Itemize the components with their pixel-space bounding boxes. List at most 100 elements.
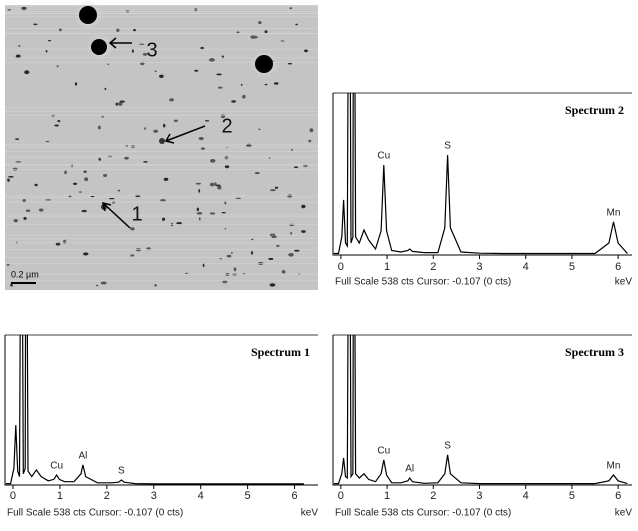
particle — [290, 231, 293, 235]
particle — [130, 254, 135, 257]
particle — [125, 145, 128, 147]
particle — [242, 94, 246, 99]
particle — [154, 70, 157, 72]
particle — [219, 257, 222, 260]
label: 3 — [146, 39, 157, 61]
particle — [111, 201, 116, 204]
x-tick-label: 2 — [104, 490, 110, 502]
x-tick-label: 5 — [569, 490, 575, 502]
particle — [210, 158, 216, 163]
particle — [144, 127, 147, 131]
particle — [196, 207, 199, 212]
peak-label: Al — [78, 451, 87, 462]
particle — [101, 116, 104, 118]
particle — [250, 251, 254, 255]
particle — [209, 212, 216, 215]
particle — [119, 100, 125, 103]
particle — [287, 62, 293, 65]
particle — [15, 54, 21, 58]
particle — [209, 182, 215, 187]
particle — [45, 140, 50, 143]
particle — [21, 6, 27, 11]
particle — [12, 167, 18, 171]
particle — [146, 247, 151, 251]
particle — [224, 227, 227, 230]
particle — [56, 65, 59, 68]
particle — [258, 128, 261, 130]
particle — [97, 125, 101, 130]
particle — [289, 223, 295, 227]
particle — [295, 23, 298, 26]
particle — [293, 166, 299, 169]
particle — [258, 21, 262, 24]
x-tick-label: 1 — [384, 490, 390, 502]
particle — [96, 284, 99, 287]
particle — [293, 249, 300, 252]
particle — [240, 83, 243, 86]
particle — [90, 195, 95, 198]
particle — [269, 189, 276, 192]
particle — [24, 70, 30, 75]
particle — [15, 138, 20, 140]
particle — [268, 257, 274, 261]
particle — [309, 128, 314, 133]
spectrum-line — [5, 335, 304, 485]
particle — [231, 100, 237, 103]
particle — [45, 199, 51, 201]
particle — [202, 263, 205, 268]
particle — [273, 82, 279, 85]
x-unit: keV — [615, 508, 633, 519]
particle — [139, 43, 145, 45]
particle — [159, 74, 164, 78]
particle — [161, 217, 166, 221]
particle — [83, 170, 87, 173]
particle — [115, 102, 118, 106]
particle — [74, 82, 78, 86]
particle — [169, 98, 174, 102]
particle — [33, 23, 38, 26]
sem-background — [5, 5, 318, 290]
particle — [154, 284, 157, 287]
particle — [162, 123, 166, 128]
particle — [103, 173, 108, 177]
x-tick-label: 0 — [338, 261, 344, 273]
particle — [230, 251, 233, 254]
peak-label: Cu — [377, 151, 390, 162]
particle — [194, 7, 198, 12]
particle — [109, 197, 115, 200]
x-tick-label: 4 — [198, 490, 204, 502]
x-tick-label: 2 — [430, 261, 436, 273]
x-tick-label: 4 — [523, 261, 529, 273]
x-tick-label: 5 — [245, 490, 251, 502]
peak-label: S — [118, 466, 125, 477]
peak-label: Cu — [50, 461, 63, 472]
particle — [81, 209, 87, 213]
particle — [269, 283, 276, 287]
particle — [135, 194, 141, 198]
label: 2 — [221, 115, 232, 137]
frame — [4, 335, 318, 486]
particle — [107, 155, 113, 158]
spectrum-panel: 0 1 2 3 4 5 6 Spectrum 1 Full Scale 538 cts Curs… — [4, 334, 319, 519]
x-tick-label: 1 — [384, 261, 390, 273]
particle — [176, 221, 182, 225]
particle — [22, 198, 26, 203]
spectrum-panel: 0 1 2 3 4 5 6 Spectrum 3 Full Scale 538 cts Curs… — [332, 334, 633, 519]
particle — [57, 120, 61, 123]
x-unit: keV — [301, 508, 319, 519]
particle — [214, 182, 217, 187]
particle — [130, 227, 135, 231]
particle — [23, 216, 27, 220]
particle — [198, 136, 204, 141]
particle — [198, 188, 201, 193]
footer: Full Scale 538 cts Cursor: -0.107 (0 cts… — [335, 277, 511, 288]
particle — [133, 29, 136, 32]
particle — [173, 119, 178, 122]
particle — [25, 209, 31, 212]
particle — [200, 147, 205, 150]
particle — [38, 208, 44, 212]
particle — [217, 86, 223, 89]
particle — [107, 63, 110, 66]
footer: Full Scale 538 cts Cursor: -0.107 (0 cts… — [7, 508, 183, 519]
